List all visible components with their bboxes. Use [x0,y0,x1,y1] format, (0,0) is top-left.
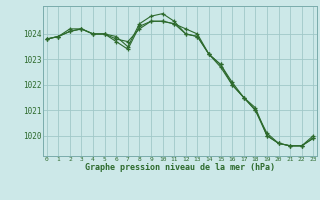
X-axis label: Graphe pression niveau de la mer (hPa): Graphe pression niveau de la mer (hPa) [85,163,275,172]
